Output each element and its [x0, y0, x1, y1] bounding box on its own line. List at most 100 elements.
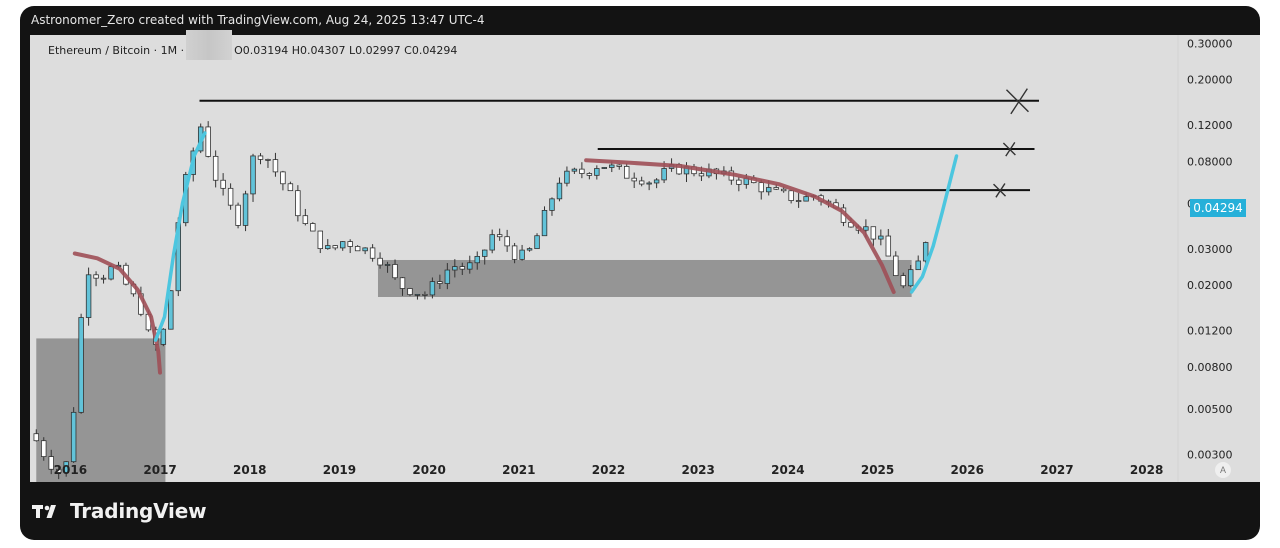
x-tick-label: 2026: [951, 463, 984, 477]
x-tick-label: 2016: [54, 463, 87, 477]
candle-body: [48, 456, 54, 470]
candle-body: [287, 183, 294, 192]
candle-body: [526, 248, 533, 251]
candle-body: [235, 204, 241, 226]
candle-body: [160, 328, 167, 345]
candle-body: [638, 180, 645, 185]
candle-body: [392, 264, 398, 279]
candle-body: [915, 260, 921, 271]
candle-body: [870, 226, 877, 240]
candle-body: [766, 187, 772, 193]
tradingview-logo[interactable]: TradingView: [32, 496, 207, 526]
candle-body: [594, 168, 600, 176]
x-tick-label: 2028: [1130, 463, 1163, 477]
y-tick-label: 0.00800: [1187, 361, 1233, 374]
candle-body: [571, 168, 578, 172]
candle-body: [347, 241, 353, 247]
candle-body: [736, 179, 742, 185]
candle-body: [534, 235, 540, 250]
candle-body: [698, 173, 705, 177]
candle-body: [414, 293, 421, 296]
x-tick-label: 2017: [143, 463, 176, 477]
candle-body: [624, 166, 630, 179]
x-tick-label: 2020: [412, 463, 445, 477]
candle-body: [481, 249, 488, 257]
brand-name: TradingView: [70, 499, 207, 523]
chart-frame: Astronomer_Zero created with TradingView…: [20, 6, 1260, 540]
red-arc-1: [72, 251, 162, 375]
y-tick-label: 0.03000: [1187, 243, 1233, 256]
candle-body: [63, 461, 69, 474]
candle-body: [33, 433, 39, 442]
candle-body: [212, 155, 219, 181]
candle-body: [788, 190, 794, 201]
attribution-bar: Astronomer_Zero created with TradingView…: [20, 6, 1260, 35]
candle-body: [579, 168, 585, 174]
cross-mark-1: [1005, 88, 1029, 115]
candle-body: [265, 158, 271, 161]
candle-body: [646, 182, 652, 185]
candle-body: [780, 188, 787, 192]
y-tick-label: 0.08000: [1187, 155, 1233, 168]
candle-body: [429, 281, 436, 296]
candle-body: [922, 242, 929, 262]
candle-body: [908, 269, 914, 287]
candle-body: [758, 182, 764, 193]
candle-body: [93, 274, 99, 279]
candle-body: [609, 164, 615, 168]
candle-body: [444, 269, 451, 284]
candle-body: [437, 281, 443, 284]
candle-body: [325, 245, 331, 250]
redacted-region: [186, 30, 233, 60]
candle-body: [900, 275, 906, 287]
price-chart[interactable]: 0.300000.200000.120000.080000.050000.030…: [30, 35, 1260, 482]
y-tick-label: 0.20000: [1187, 74, 1233, 87]
candle-body: [362, 247, 368, 252]
candle-body: [332, 245, 338, 249]
chart-area[interactable]: 0.300000.200000.120000.080000.050000.030…: [30, 30, 1260, 482]
candle-body: [661, 168, 667, 181]
y-tick-label: 0.00300: [1187, 448, 1233, 461]
y-tick-label: 0.00500: [1187, 403, 1233, 416]
candle-body: [496, 234, 503, 238]
candle-body: [250, 155, 256, 195]
candle-body: [893, 255, 899, 276]
candle-body: [302, 215, 309, 224]
candle-body: [863, 226, 869, 231]
candle-body: [272, 159, 279, 173]
candle-body: [100, 277, 107, 280]
candle-body: [467, 262, 473, 270]
candle-body: [474, 255, 480, 264]
candle-body: [384, 264, 391, 266]
candle-body: [220, 179, 226, 189]
candle-body: [407, 288, 413, 296]
candle-body: [616, 164, 622, 167]
red-arc-2: [584, 158, 896, 294]
candle-body: [564, 170, 570, 184]
auto-scale-button[interactable]: A: [1215, 462, 1231, 478]
candle-body: [242, 193, 249, 226]
candle-body: [511, 245, 518, 260]
candle-body: [85, 274, 92, 318]
blue-arc-1: [153, 131, 207, 342]
candle-body: [586, 173, 593, 176]
candle-body: [310, 223, 316, 232]
symbol-label: Ethereum / Bitcoin · 1M ·: [48, 44, 185, 57]
candle-body: [549, 198, 555, 211]
candle-body: [70, 411, 77, 463]
candle-body: [519, 249, 525, 260]
candle-body: [78, 317, 84, 413]
candle-body: [452, 266, 458, 271]
candle-body: [459, 266, 466, 270]
candle-body: [541, 209, 548, 237]
candle-body: [295, 190, 301, 217]
y-tick-label: 0.01200: [1187, 325, 1233, 338]
candle-body: [55, 468, 62, 474]
cross-mark-2: [1002, 141, 1016, 157]
cross-mark-3: [993, 183, 1007, 198]
ohlc-values: O0.03194 H0.04307 L0.02997 C0.04294: [234, 44, 458, 57]
candle-body: [504, 236, 510, 247]
x-tick-label: 2027: [1040, 463, 1073, 477]
x-tick-label: 2019: [323, 463, 356, 477]
last-price-label: 0.04294: [1190, 199, 1246, 217]
